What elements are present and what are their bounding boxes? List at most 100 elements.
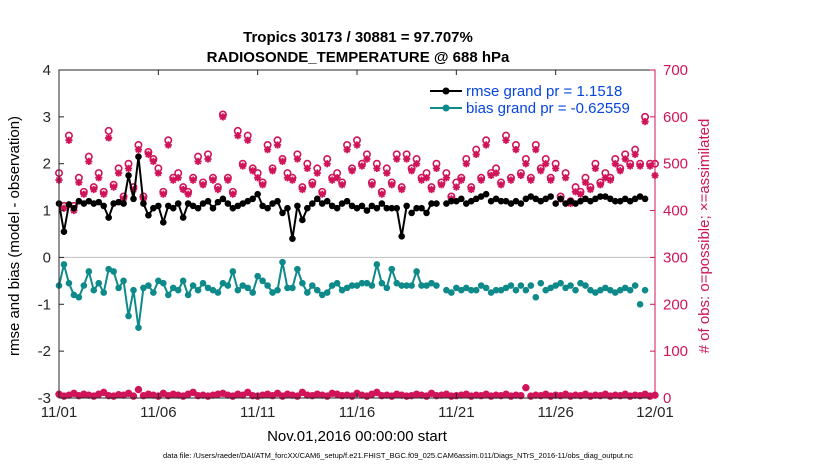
obs-assimilated-marker [383,169,391,177]
obs-assimilated-marker [552,164,560,172]
rmse-point [497,197,505,205]
obs-assimilated-marker [90,185,98,194]
obs-assimilated-marker [234,132,242,140]
obs-assimilated-marker [229,190,237,198]
obs-assimilated-marker [308,181,316,189]
bias-point [492,286,500,294]
obs-assimilated-marker [398,185,406,194]
obs-assimilated-marker [527,176,535,184]
x-tick-label: 11/16 [339,404,375,421]
bias-point [616,286,624,294]
rmse-point [100,202,107,210]
rmse-point [592,195,599,203]
obs-assimilated-marker [164,141,172,149]
bias-point [487,289,495,296]
rmse-point [413,204,420,212]
rmse-point [60,228,68,235]
obs-assimilated-marker [626,162,634,170]
rmse-point [557,195,564,203]
bias-point [299,279,306,287]
obs-bottom-marker [100,388,108,397]
obs-assimilated-marker [537,167,545,175]
obs-assimilated-marker [338,181,346,189]
obs-assimilated-marker [65,136,73,144]
bias-point [95,279,103,287]
bias-point [120,277,127,285]
rmse-point [85,197,93,205]
obs-assimilated-marker [184,190,192,198]
rmse-point [244,197,252,205]
bias-point [502,284,510,292]
bias-point [363,279,371,287]
obs-assimilated-marker [278,157,287,165]
bias-point [393,279,401,287]
obs-assimilated-marker [154,169,162,177]
rmse-point [110,200,117,207]
y-left-tick-label: 3 [43,109,51,126]
bias-point [179,277,187,285]
rmse-point [343,197,351,205]
y-right-tick-label: 700 [663,62,688,79]
bias-point [641,286,649,294]
bias-point [140,284,147,292]
rmse-point [607,195,614,203]
bias-point [194,286,202,294]
rmse-point [313,195,321,203]
rmse-point [458,195,465,203]
rmse-point [348,202,356,210]
bias-point [318,291,326,299]
rmse-point [398,233,406,240]
obs-assimilated-marker [219,113,227,121]
rmse-point [403,202,410,210]
rmse-point [140,200,147,207]
bias-point [408,282,415,289]
bias-point [562,284,569,292]
bias-point [135,324,142,332]
rmse-point [145,211,152,219]
bias-point [388,265,396,273]
obs-assimilated-marker [631,150,639,158]
rmse-point [214,198,222,206]
obs-assimilated-marker [408,167,416,175]
rmse-point [472,195,480,203]
obs-assimilated-marker [393,155,401,163]
rmse-point [522,195,530,203]
bias-point [383,284,391,292]
y-right-tick-label: 0 [663,390,671,407]
bias-point [368,282,376,289]
bias-point [448,289,455,296]
obs-assimilated-marker [110,183,118,191]
obs-assimilated-marker [115,169,123,177]
obs-assimilated-marker [204,155,212,163]
rmse-point [135,153,142,160]
rmse-point [289,235,296,242]
x-tick-label: 11/26 [537,404,573,421]
bias-point [259,277,266,285]
obs-assimilated-marker [224,176,232,184]
obs-assimilated-marker [343,146,351,154]
bias-point [110,268,117,275]
bias-point [304,289,311,296]
bias-point [433,282,440,289]
rmse-point [641,195,649,203]
obs-assimilated-marker [462,160,470,168]
y-axis-left-label: rmse and bias (model - observation) [6,116,23,356]
rmse-point [294,202,301,210]
rmse-point [477,193,485,200]
bias-point [517,282,525,289]
bias-point [373,261,381,268]
rmse-point [318,200,326,207]
rmse-point [353,204,361,212]
bias-point [294,265,301,273]
obs-assimilated-marker [457,176,465,184]
rmse-point [636,193,644,200]
obs-assimilated-marker [641,117,649,126]
rmse-point [179,214,187,221]
bias-point [626,286,634,294]
bias-point [100,289,107,296]
bias-point [587,286,594,294]
rmse-point [532,195,540,203]
rmse-point [428,200,435,207]
obs-assimilated-marker [621,155,629,163]
obs-assimilated-marker [522,160,530,168]
